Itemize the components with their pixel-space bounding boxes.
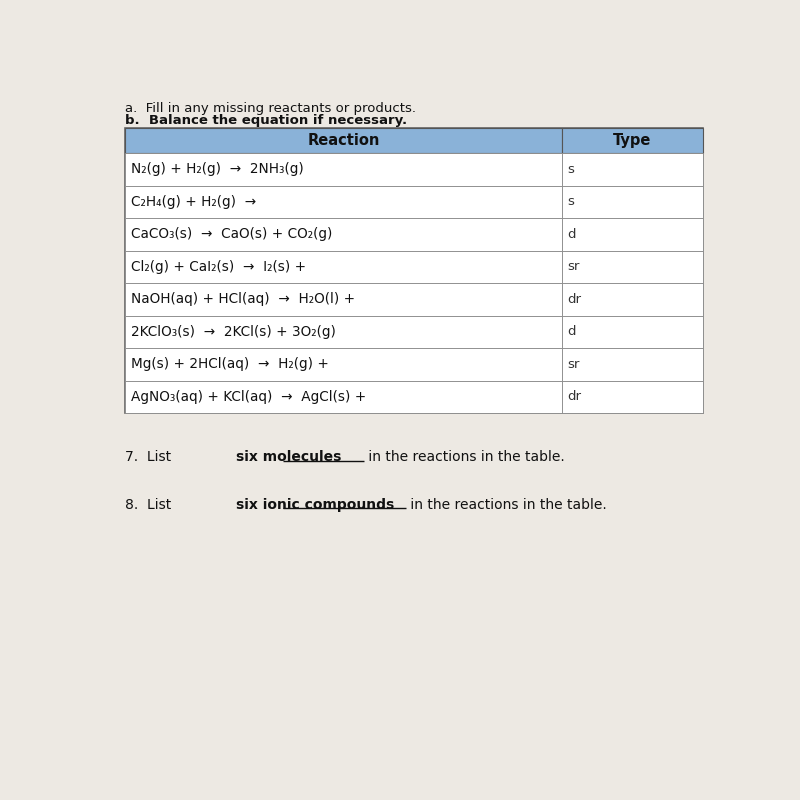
Text: sr: sr <box>567 260 580 274</box>
Text: s: s <box>567 195 574 208</box>
Text: 7.  List: 7. List <box>125 450 175 464</box>
Bar <box>562 186 703 218</box>
Bar <box>562 128 703 153</box>
Bar <box>125 218 562 250</box>
Text: s: s <box>567 162 574 176</box>
Bar <box>125 250 562 283</box>
Text: Type: Type <box>614 133 652 148</box>
Text: d: d <box>567 228 576 241</box>
Bar <box>125 186 562 218</box>
Text: six ionic compounds: six ionic compounds <box>236 498 394 512</box>
Bar <box>562 283 703 316</box>
Bar <box>125 128 562 153</box>
Text: NaOH(aq) + HCl(aq)  →  H₂O(l) +: NaOH(aq) + HCl(aq) → H₂O(l) + <box>131 292 355 306</box>
Bar <box>125 316 562 348</box>
Text: in the reactions in the table.: in the reactions in the table. <box>365 450 566 464</box>
Text: in the reactions in the table.: in the reactions in the table. <box>406 498 606 512</box>
Text: AgNO₃(aq) + KCl(aq)  →  AgCl(s) +: AgNO₃(aq) + KCl(aq) → AgCl(s) + <box>131 390 366 404</box>
Text: N₂(g) + H₂(g)  →  2NH₃(g): N₂(g) + H₂(g) → 2NH₃(g) <box>131 162 304 176</box>
Text: dr: dr <box>567 390 582 403</box>
Text: b.  Balance the equation if necessary.: b. Balance the equation if necessary. <box>125 114 407 127</box>
Text: Cl₂(g) + CaI₂(s)  →  I₂(s) +: Cl₂(g) + CaI₂(s) → I₂(s) + <box>131 260 306 274</box>
Text: dr: dr <box>567 293 582 306</box>
Text: C₂H₄(g) + H₂(g)  →: C₂H₄(g) + H₂(g) → <box>131 194 256 209</box>
Bar <box>125 128 703 414</box>
Text: sr: sr <box>567 358 580 371</box>
Bar <box>562 381 703 414</box>
Bar <box>125 381 562 414</box>
Bar <box>562 348 703 381</box>
Bar <box>125 348 562 381</box>
Text: 2KClO₃(s)  →  2KCl(s) + 3O₂(g): 2KClO₃(s) → 2KCl(s) + 3O₂(g) <box>131 325 336 339</box>
Bar <box>562 218 703 250</box>
Text: Mg(s) + 2HCl(aq)  →  H₂(g) +: Mg(s) + 2HCl(aq) → H₂(g) + <box>131 358 329 371</box>
Text: d: d <box>567 326 576 338</box>
Text: 8.  List: 8. List <box>125 498 175 512</box>
Bar <box>562 250 703 283</box>
Text: Reaction: Reaction <box>307 133 379 148</box>
Text: a.  Fill in any missing reactants or products.: a. Fill in any missing reactants or prod… <box>125 102 416 115</box>
Bar <box>125 153 562 186</box>
Bar <box>562 316 703 348</box>
Bar <box>562 153 703 186</box>
Text: CaCO₃(s)  →  CaO(s) + CO₂(g): CaCO₃(s) → CaO(s) + CO₂(g) <box>131 227 332 242</box>
Text: six molecules: six molecules <box>236 450 342 464</box>
Bar <box>125 283 562 316</box>
